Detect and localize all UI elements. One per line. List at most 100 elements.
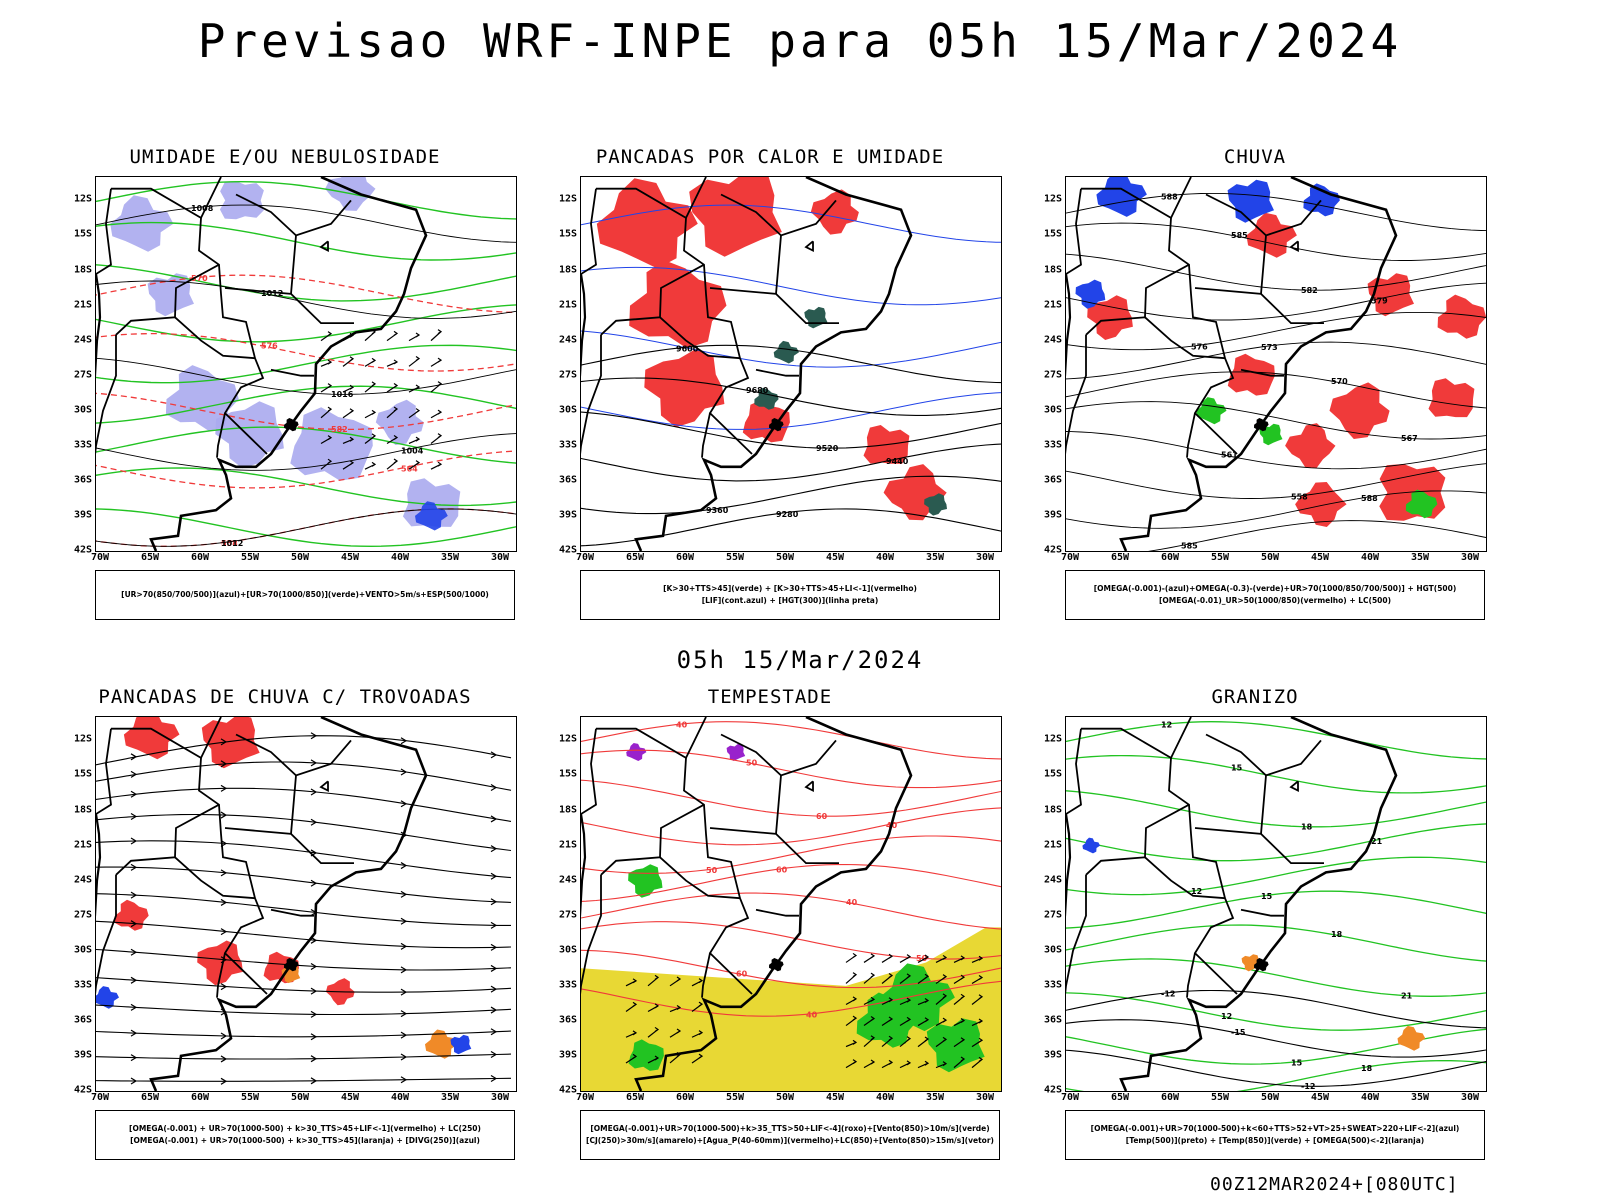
longitude-tick: 35W <box>1410 552 1430 563</box>
contour-line <box>96 264 516 302</box>
contour-line <box>581 344 1001 384</box>
wind-vector-head <box>924 954 930 960</box>
border-line <box>290 199 352 294</box>
contour-line <box>1066 992 1486 1031</box>
longitude-tick: 70W <box>575 552 595 563</box>
panel-pancadas-calor: PANCADAS POR CALOR E UMIDADE 12S 15S 18S 21S… <box>535 146 1005 626</box>
wind-vector-head <box>327 359 333 365</box>
legend-box: [OMEGA(-0.001) + UR>70(1000-500) + k>30_… <box>95 1110 515 1160</box>
severe-purple-area <box>726 743 746 761</box>
latitude-tick: 39S <box>73 1049 92 1061</box>
wind-vector-head <box>327 406 333 412</box>
flow-arrow <box>310 732 318 740</box>
latitude-tick: 27S <box>558 369 577 381</box>
longitude-tick: 45W <box>340 1092 360 1103</box>
contour-line <box>96 426 516 464</box>
wind-vector-head <box>978 1037 984 1043</box>
rain-red-area <box>1367 273 1414 317</box>
wind-vector-head <box>906 1060 912 1066</box>
latitude-tick: 42S <box>558 544 577 556</box>
flow-arrow <box>220 784 228 792</box>
border-line <box>115 263 220 336</box>
contour-lines: -12 -15 -12 <box>1066 989 1486 1091</box>
contour-line <box>1066 790 1486 828</box>
map-area <box>95 716 517 1092</box>
flow-arrow <box>490 872 498 880</box>
longitude-axis: 70W 65W 60W 55W 50W 45W 40W 35W 30W <box>576 1092 1000 1106</box>
border-line <box>1240 908 1284 917</box>
wind-vector-head <box>676 1028 682 1034</box>
border-line <box>1194 827 1324 864</box>
longitude-tick: 65W <box>140 1092 160 1103</box>
contour-label: 18 <box>1361 1064 1373 1073</box>
contour-label: 21 <box>1371 837 1383 846</box>
wind-vector-head <box>888 997 894 1003</box>
border-line <box>270 368 314 377</box>
wind-vector-head <box>437 357 443 363</box>
latitude-tick: 36S <box>73 474 92 486</box>
flow-arrow <box>220 1055 228 1063</box>
longitude-axis: 70W 65W 60W 55W 50W 45W 40W 35W 30W <box>1061 552 1485 566</box>
border-line <box>290 739 352 834</box>
border-line <box>1205 733 1267 777</box>
wind-vector-head <box>415 460 421 466</box>
latitude-tick: 12S <box>1043 193 1062 205</box>
footer-run-code: 00Z12MAR2024+[080UTC] <box>1210 1174 1459 1195</box>
longitude-tick: 55W <box>240 1092 260 1103</box>
latitude-tick: 24S <box>73 334 92 346</box>
storm-blue <box>96 986 472 1055</box>
latitude-tick: 42S <box>73 1084 92 1096</box>
wind-vector-head <box>852 972 858 978</box>
base-map <box>96 717 428 1091</box>
longitude-tick: 65W <box>1110 1092 1130 1103</box>
map-area: 570 576 582 564 558 1008 1012 1016 1004 1012 <box>95 176 517 552</box>
wind-vector-head <box>371 433 377 439</box>
wind-vector-head <box>349 356 355 362</box>
contour-line <box>581 835 1001 874</box>
latitude-tick: 33S <box>73 979 92 991</box>
longitude-tick: 40W <box>875 1092 895 1103</box>
wind-vector-head <box>437 461 443 467</box>
longitude-tick: 70W <box>575 1092 595 1103</box>
latitude-tick: 30S <box>73 944 92 956</box>
contour-line <box>96 385 516 424</box>
flow-arrow <box>490 898 498 906</box>
border-line <box>1066 874 1087 995</box>
latitude-tick: 15S <box>73 228 92 240</box>
contour-line <box>96 392 516 431</box>
wind-vector-head <box>437 381 443 387</box>
flow-arrow <box>220 983 228 991</box>
contour-line <box>581 892 1001 930</box>
contour-label: 60 <box>816 812 828 821</box>
flow-arrow <box>310 879 318 887</box>
longitude-tick: 30W <box>975 1092 995 1103</box>
latitude-axis: 12S 15S 18S 21S 24S 27S 30S 33S 36S 39S 42S <box>1020 716 1062 1096</box>
border-line <box>600 263 705 336</box>
rain-red-area <box>1437 294 1486 339</box>
contour-label: -12 <box>1161 989 1175 998</box>
latitude-tick: 42S <box>558 1084 577 1096</box>
flow-arrow <box>130 753 138 761</box>
contour-label: -15 <box>1231 1028 1246 1037</box>
map-area: 12 15 18 21 12 15 18 21 12 15 18 -12 -15 -12 <box>1065 716 1487 1092</box>
humid-high-area <box>147 273 194 317</box>
contour-label: 576 <box>261 342 278 351</box>
contour-line <box>581 807 1001 846</box>
wind-green-area <box>628 864 663 898</box>
contour-line <box>1066 282 1486 321</box>
wind-vector-head <box>654 974 660 980</box>
wind-vector-head <box>698 1030 704 1036</box>
streamline <box>96 893 511 926</box>
panel-granizo: GRANIZO 12S 15S 18S 21S 24S 27S 30S 33S 36S 39S 42S… <box>1020 686 1490 1166</box>
panel-trovoadas: PANCADAS DE CHUVA C/ TROVOADAS 12S 15S 18S 2… <box>50 686 520 1166</box>
contour-line <box>1148 520 1486 551</box>
latitude-tick: 21S <box>1043 839 1062 851</box>
wind-vector-head <box>888 1059 894 1065</box>
latitude-axis: 12S 15S 18S 21S 24S 27S 30S 33S 36S 39S 42S <box>50 716 92 1096</box>
border-line <box>319 780 329 793</box>
wind-vector-head <box>978 1056 984 1062</box>
wind-vectors <box>320 329 443 470</box>
longitude-tick: 40W <box>875 552 895 563</box>
longitude-axis: 70W 65W 60W 55W 50W 45W 40W 35W 30W <box>91 552 515 566</box>
latitude-tick: 33S <box>558 439 577 451</box>
